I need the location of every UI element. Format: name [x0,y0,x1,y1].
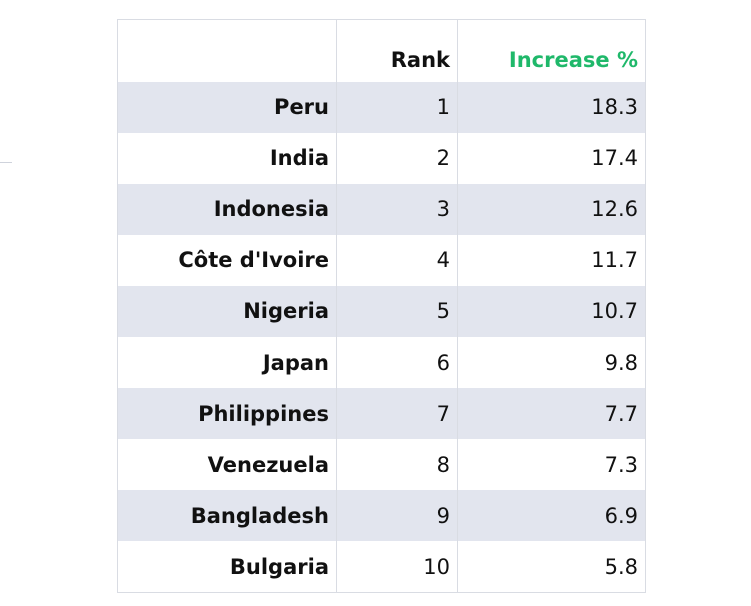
table-row: Nigeria 5 10.7 [117,285,646,337]
table-row: Japan 6 9.8 [117,336,646,389]
table-row: Côte d'Ivoire 4 11.7 [117,234,646,286]
table-row: Venezuela 8 7.3 [117,439,646,491]
country-cell: India [117,132,337,184]
table-row: Philippines 7 7.7 [117,388,646,440]
country-cell: Nigeria [117,285,337,337]
column-header-increase: Increase % [508,47,638,72]
left-edge-tick [0,162,12,163]
table-body: Peru 1 18.3 India 2 17.4 Indonesia 3 12.6 Côte d'… [117,81,646,593]
increase-cell: 6.9 [604,503,638,528]
rank-cell: 7 [336,388,458,440]
increase-cell: 9.8 [604,350,638,375]
country-cell: Peru [117,81,337,133]
increase-cell: 10.7 [591,299,638,324]
rank-cell: 10 [336,541,458,593]
rank-cell: 4 [336,234,458,286]
table-row: Bulgaria 10 5.8 [117,541,646,593]
increase-cell: 5.8 [604,554,638,579]
increase-cell: 18.3 [591,95,638,120]
rank-cell: 6 [336,336,458,389]
country-cell: Côte d'Ivoire [117,234,337,286]
increase-cell: 12.6 [591,197,638,222]
country-cell: Bangladesh [117,490,337,542]
column-header-rank: Rank [336,19,458,82]
table-header-row: Rank Increase % [117,19,646,82]
table-row: Indonesia 3 12.6 [117,183,646,235]
increase-cell: 7.7 [604,401,638,426]
table-row: Bangladesh 9 6.9 [117,490,646,542]
table-row: Peru 1 18.3 [117,81,646,133]
country-cell: Indonesia [117,183,337,235]
increase-cell: 11.7 [591,248,638,273]
rank-cell: 9 [336,490,458,542]
country-cell: Venezuela [117,439,337,491]
ranking-table: Rank Increase % Peru 1 18.3 India 2 17.4 Indon… [117,19,646,593]
country-cell: Bulgaria [117,541,337,593]
rank-cell: 5 [336,285,458,337]
rank-cell: 2 [336,132,458,184]
rank-cell: 3 [336,183,458,235]
country-cell: Japan [117,336,337,389]
country-cell: Philippines [117,388,337,440]
rank-cell: 1 [336,81,458,133]
rank-cell: 8 [336,439,458,491]
increase-cell: 7.3 [604,452,638,477]
table-row: India 2 17.4 [117,132,646,184]
column-header-country [117,19,337,82]
increase-cell: 17.4 [591,146,638,171]
